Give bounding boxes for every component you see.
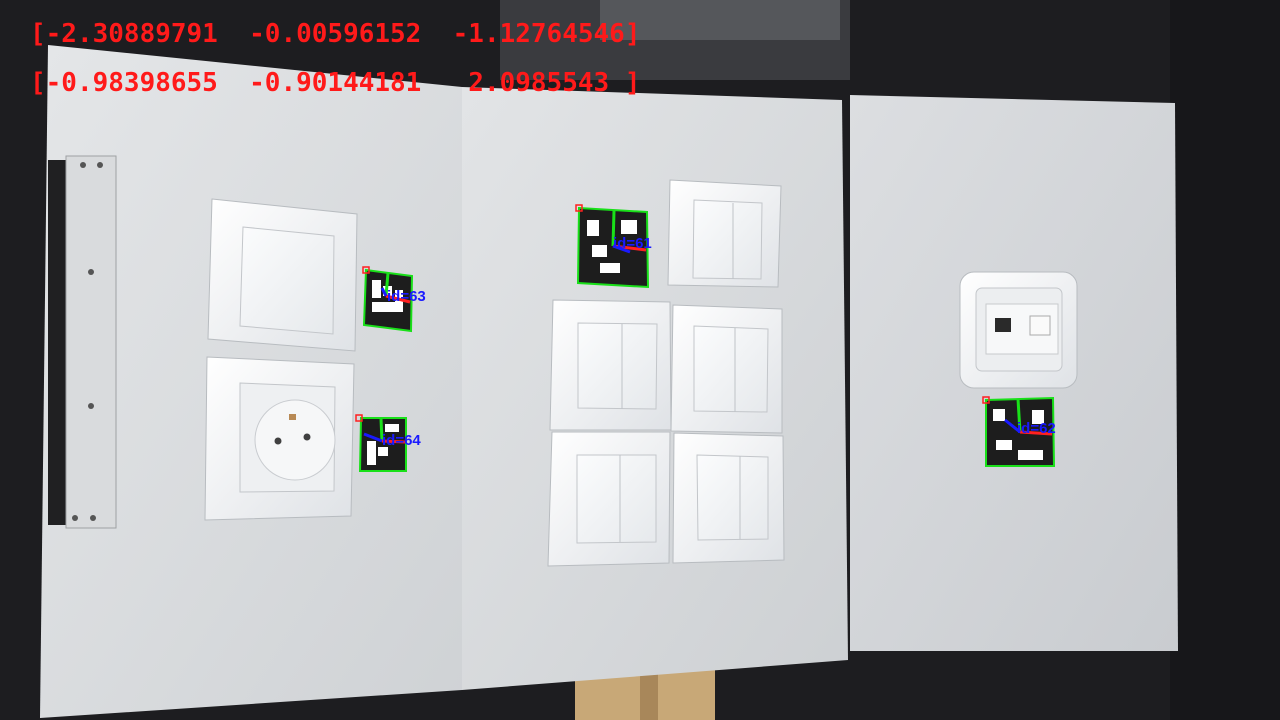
aruco-marker-61: id=61: [575, 204, 652, 289]
network-socket: [959, 271, 1078, 389]
power-socket: [204, 356, 355, 521]
switch-bottom-left: [547, 431, 671, 567]
marker-id-label: id=63: [387, 288, 426, 305]
pose-vector-line-1: [-2.30889791 -0.00596152 -1.12764546]: [30, 19, 641, 49]
aruco-marker-62: id=62: [982, 396, 1056, 467]
aruco-marker-63: id=63: [362, 266, 426, 333]
marker-id-label: id=64: [382, 432, 421, 449]
switch-mid-left: [549, 299, 672, 431]
marker-id-label: id=61: [613, 235, 652, 252]
switch-top-right: [667, 179, 782, 288]
pose-vector-line-2: [-0.98398655 -0.90144181 2.0985543 ]: [30, 68, 641, 98]
light-switch-single: [207, 198, 358, 352]
aruco-marker-64: id=64: [355, 414, 421, 472]
switch-mid-right: [670, 304, 783, 434]
marker-id-label: id=62: [1017, 420, 1056, 437]
hinge-bracket: [48, 155, 117, 529]
switch-bottom-right: [672, 432, 785, 564]
